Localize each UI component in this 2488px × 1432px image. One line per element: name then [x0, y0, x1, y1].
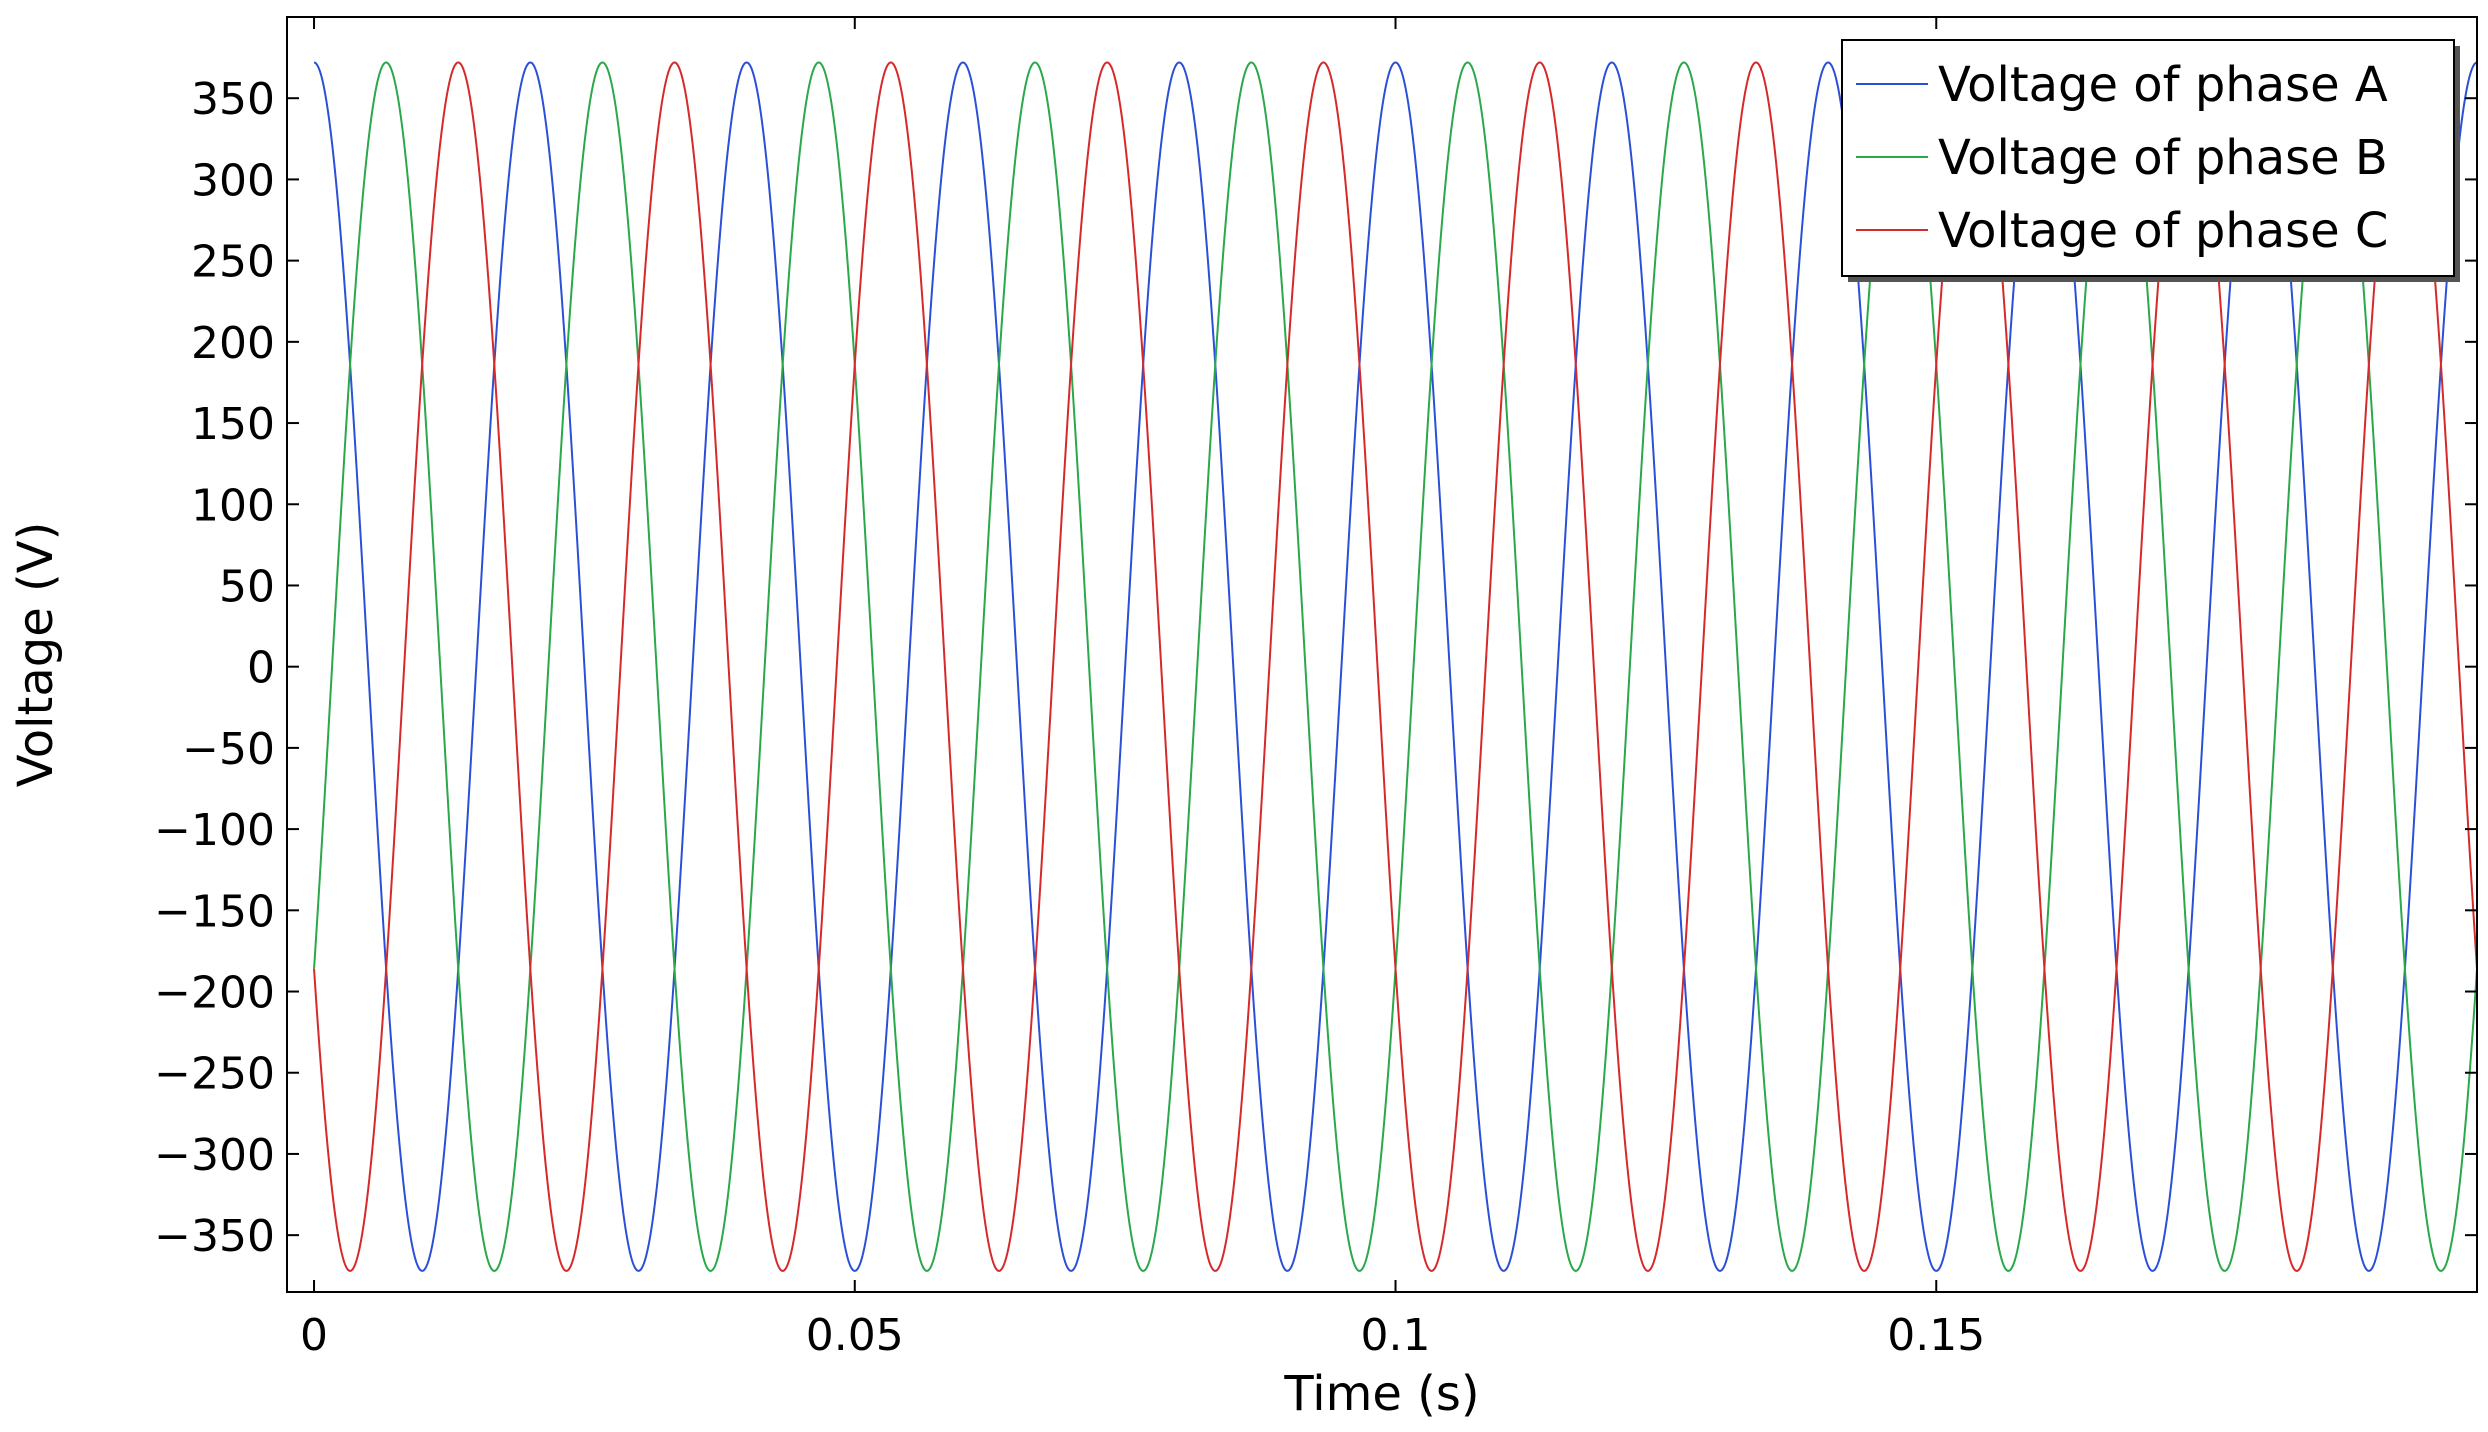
- y-tick-label: 200: [191, 318, 275, 369]
- legend-entry-label: Voltage of phase B: [1938, 130, 2388, 186]
- legend-entry-label: Voltage of phase C: [1938, 203, 2388, 259]
- x-tick-label: 0: [300, 1310, 328, 1361]
- y-tick-label: −200: [154, 968, 275, 1019]
- y-tick-label: 300: [191, 155, 275, 206]
- y-tick-label: −350: [154, 1211, 275, 1262]
- plot-frame: [286, 16, 2478, 1293]
- y-tick-label: 100: [191, 480, 275, 531]
- x-tick-label: 0.1: [1361, 1310, 1431, 1361]
- legend: Voltage of phase A Voltage of phase B Volt…: [1841, 39, 2460, 282]
- x-axis-label: Time (s): [1283, 1366, 1479, 1422]
- y-tick-label: −150: [154, 886, 275, 937]
- legend-box: [1841, 39, 2455, 277]
- y-tick-label: −50: [182, 724, 275, 775]
- legend-entry-label: Voltage of phase A: [1938, 57, 2388, 113]
- y-tick-label: −250: [154, 1049, 275, 1100]
- y-tick-label: −300: [154, 1130, 275, 1181]
- y-tick-label: 250: [191, 237, 275, 288]
- series-line-phase-c: [313, 61, 2477, 1272]
- y-tick-label: 150: [191, 399, 275, 450]
- y-tick-label: 350: [191, 74, 275, 125]
- ticks-layer: 350 300 250 200 150 100 50 0 −50 −100 −150 −200 −250…: [154, 17, 2477, 1361]
- y-tick-label: 0: [247, 643, 275, 694]
- y-tick-label: 50: [219, 561, 275, 612]
- x-tick-label: 0.15: [1887, 1310, 1985, 1361]
- y-axis-label: Voltage (V): [8, 522, 64, 788]
- x-tick-label: 0.05: [806, 1310, 904, 1361]
- y-tick-label: −100: [154, 805, 275, 856]
